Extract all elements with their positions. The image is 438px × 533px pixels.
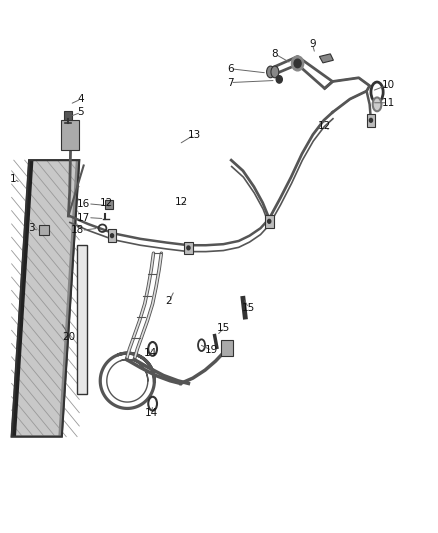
Ellipse shape (271, 66, 279, 78)
Text: 4: 4 (78, 94, 84, 104)
Ellipse shape (267, 66, 275, 78)
Circle shape (187, 246, 190, 250)
Circle shape (276, 76, 283, 83)
Bar (39, 225, 49, 235)
Text: 6: 6 (227, 64, 233, 74)
Circle shape (294, 59, 301, 68)
Bar (265, 215, 274, 228)
Text: 11: 11 (381, 98, 395, 108)
Polygon shape (12, 160, 33, 437)
Text: 18: 18 (71, 225, 84, 236)
Text: 16: 16 (77, 199, 90, 209)
Text: 3: 3 (28, 223, 35, 233)
Bar (221, 340, 233, 356)
Polygon shape (12, 160, 79, 437)
Ellipse shape (373, 98, 381, 111)
Text: 12: 12 (318, 121, 331, 131)
Circle shape (110, 234, 113, 238)
Text: 1: 1 (11, 174, 17, 184)
Text: 19: 19 (205, 345, 218, 356)
Polygon shape (319, 54, 333, 63)
Bar (61, 120, 79, 150)
Bar (108, 229, 117, 242)
Text: 9: 9 (309, 39, 315, 49)
Bar (106, 199, 113, 209)
Circle shape (268, 220, 271, 223)
Text: 15: 15 (242, 303, 255, 313)
Text: 12: 12 (174, 197, 188, 207)
Bar (184, 241, 193, 254)
Bar (64, 111, 72, 120)
Text: 5: 5 (78, 107, 84, 117)
Polygon shape (58, 160, 79, 437)
Text: 20: 20 (63, 332, 76, 342)
Text: 10: 10 (381, 80, 395, 90)
Bar (367, 114, 375, 127)
Text: 13: 13 (187, 130, 201, 140)
Text: 14: 14 (144, 348, 157, 358)
Text: 8: 8 (272, 49, 278, 59)
Text: 17: 17 (77, 213, 90, 223)
Text: 14: 14 (145, 408, 158, 418)
Circle shape (291, 56, 304, 71)
Bar (77, 245, 87, 394)
Circle shape (369, 118, 372, 122)
Text: 12: 12 (99, 198, 113, 208)
Text: 7: 7 (227, 78, 233, 87)
Text: 15: 15 (217, 322, 230, 333)
Text: 2: 2 (166, 296, 173, 306)
